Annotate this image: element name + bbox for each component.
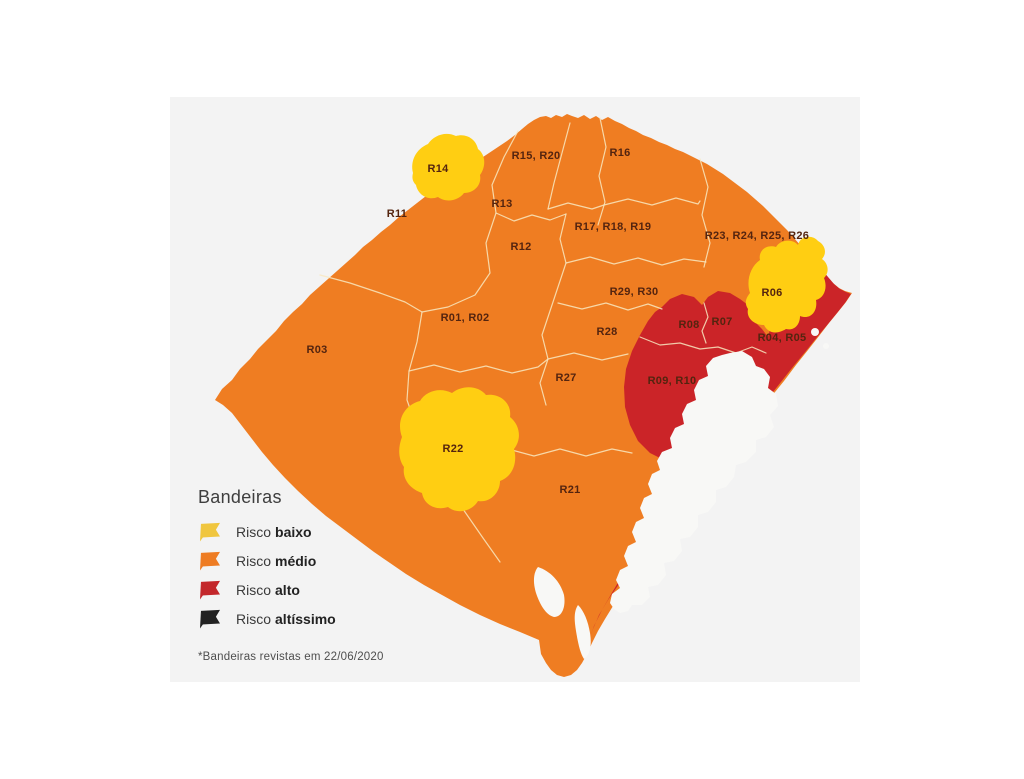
lagoa-mirim bbox=[533, 567, 565, 617]
map-region-r22 bbox=[399, 387, 519, 512]
lagoa-mangueira bbox=[574, 605, 591, 659]
region-label-r14: R14 bbox=[427, 163, 449, 175]
region-label-r11: R11 bbox=[387, 208, 407, 220]
map-state-outline bbox=[215, 114, 852, 677]
lagoon-group bbox=[533, 328, 829, 659]
coastal-lake bbox=[811, 328, 819, 336]
region-label-r12: R12 bbox=[510, 241, 531, 253]
map-region-r14 bbox=[412, 133, 485, 201]
region-label-r09-r10: R09, R10 bbox=[648, 375, 697, 387]
legend-label: Risco baixo bbox=[236, 524, 312, 540]
region-borders bbox=[319, 117, 771, 563]
flag-icon bbox=[200, 609, 220, 629]
region-label-r29-r30: R29, R30 bbox=[610, 286, 659, 298]
state-map: R14 R15, R20 R16 R11 R13 R17, R18, R19 R12 R23,… bbox=[215, 114, 852, 677]
legend-title: Bandeiras bbox=[198, 487, 282, 507]
region-label-r01-r02: R01, R02 bbox=[441, 312, 490, 324]
legend-item-risco-baixo: Risco baixo bbox=[198, 522, 458, 542]
region-label-r06: R06 bbox=[761, 287, 782, 299]
region-label-r15-r20: R15, R20 bbox=[512, 150, 561, 162]
map-region-r06 bbox=[745, 236, 828, 333]
coastal-lake bbox=[823, 343, 829, 349]
legend-footnote: *Bandeiras revistas em 22/06/2020 bbox=[198, 651, 384, 663]
region-label-r16: R16 bbox=[609, 147, 630, 159]
legend-item-risco-medio: Risco médio bbox=[198, 551, 458, 571]
legend-label: Risco altíssimo bbox=[236, 611, 336, 627]
legend-item-risco-alto: Risco alto bbox=[198, 580, 458, 600]
region-label-r23-r24-r25-r26: R23, R24, R25, R26 bbox=[705, 230, 809, 242]
region-label-r04-r05: R04, R05 bbox=[758, 332, 807, 344]
region-label-r17-r18-r19: R17, R18, R19 bbox=[575, 221, 652, 233]
region-label-r22: R22 bbox=[442, 443, 463, 455]
legend: Bandeiras Risco baixo Risco médio Risco alt… bbox=[198, 487, 458, 663]
legend-item-risco-altissimo: Risco altíssimo bbox=[198, 609, 458, 629]
flag-icon bbox=[200, 522, 220, 542]
guaiba-inlet bbox=[702, 381, 724, 410]
region-label-r03: R03 bbox=[306, 344, 327, 356]
map-region-r08-r07-r09-r10 bbox=[624, 291, 772, 459]
region-label-r21: R21 bbox=[559, 484, 580, 496]
region-label-r13: R13 bbox=[491, 198, 512, 210]
flag-icon bbox=[200, 580, 220, 600]
region-label-r08: R08 bbox=[678, 319, 699, 331]
legend-label: Risco alto bbox=[236, 582, 300, 598]
map-panel: R14 R15, R20 R16 R11 R13 R17, R18, R19 R12 R23,… bbox=[170, 97, 860, 682]
region-labels: R14 R15, R20 R16 R11 R13 R17, R18, R19 R12 R23,… bbox=[306, 147, 809, 496]
lagoa-dos-patos bbox=[610, 351, 778, 613]
flag-icon bbox=[200, 551, 220, 571]
legend-label: Risco médio bbox=[236, 553, 317, 569]
region-label-r07: R07 bbox=[711, 316, 732, 328]
region-label-r27: R27 bbox=[555, 372, 576, 384]
region-label-r28: R28 bbox=[596, 326, 617, 338]
